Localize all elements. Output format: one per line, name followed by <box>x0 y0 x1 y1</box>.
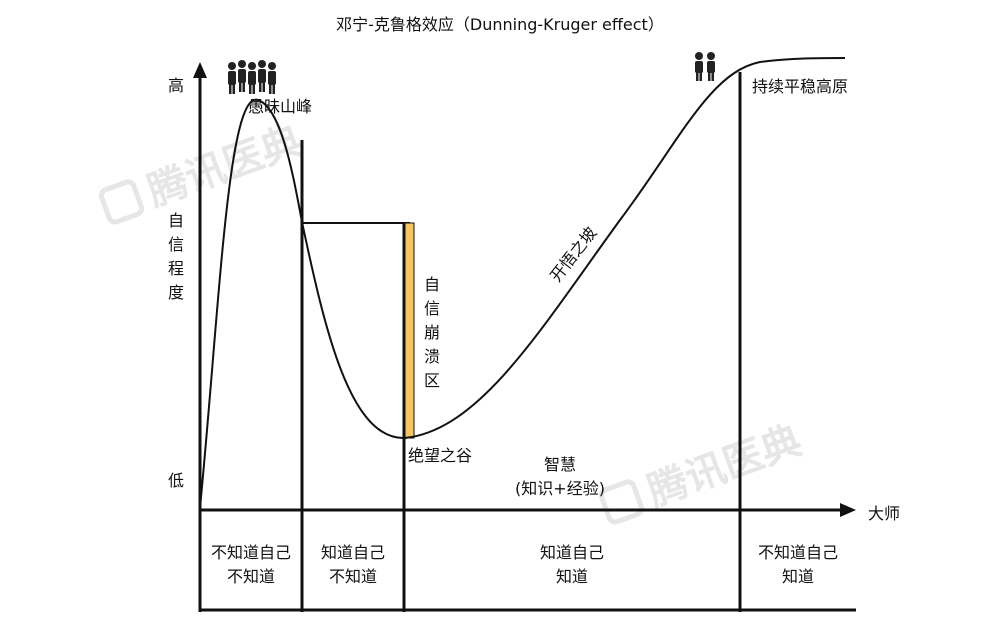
svg-text:知道: 知道 <box>556 567 588 586</box>
svg-text:不知道自己: 不知道自己 <box>758 543 838 562</box>
diagram-title: 邓宁-克鲁格效应（Dunning-Kruger effect） <box>336 15 664 34</box>
confidence-curve <box>199 57 846 509</box>
y-axis-arrow <box>193 62 207 78</box>
pair-people-icon <box>695 52 715 81</box>
y-axis-high-label: 高 <box>168 76 184 95</box>
plateau-label: 持续平稳高原 <box>752 77 848 96</box>
svg-text:腾讯医典: 腾讯医典 <box>142 118 308 216</box>
y-axis-title: 自 信 程 度 <box>168 211 184 302</box>
svg-text:区: 区 <box>424 371 440 390</box>
crowd-icon <box>228 60 276 94</box>
svg-text:信: 信 <box>424 299 440 318</box>
slope-label: 开悟之坡 <box>546 223 600 285</box>
y-axis-low-label: 低 <box>168 471 184 490</box>
svg-text:知道: 知道 <box>782 567 814 586</box>
watermark-right: 腾讯医典 <box>598 418 808 525</box>
stage-4: 不知道自己 知道 <box>758 543 838 586</box>
stage-3: 知道自己 知道 <box>540 543 604 586</box>
wisdom-label: 智慧 <box>544 455 576 474</box>
x-axis-arrow <box>840 503 856 517</box>
wisdom-sublabel: (知识+经验) <box>515 479 605 498</box>
peak-label: 愚昧山峰 <box>248 97 312 116</box>
stage-2: 知道自己 不知道 <box>321 543 385 586</box>
collapse-zone-bar <box>404 222 415 439</box>
x-axis-end-label: 大师 <box>868 504 900 523</box>
svg-text:度: 度 <box>168 283 184 302</box>
svg-text:不知道: 不知道 <box>227 567 275 586</box>
valley-label: 绝望之谷 <box>408 446 472 465</box>
stage-1: 不知道自己 不知道 <box>211 543 291 586</box>
svg-text:自: 自 <box>168 211 184 230</box>
svg-text:不知道自己: 不知道自己 <box>211 543 291 562</box>
svg-text:崩: 崩 <box>424 323 440 342</box>
svg-text:程: 程 <box>168 259 184 278</box>
svg-text:知道自己: 知道自己 <box>321 543 385 562</box>
svg-text:不知道: 不知道 <box>329 567 377 586</box>
collapse-zone-label: 自 信 崩 溃 区 <box>424 275 440 390</box>
svg-text:溃: 溃 <box>424 347 440 366</box>
watermark-left: 腾讯医典 <box>98 118 308 225</box>
svg-text:腾讯医典: 腾讯医典 <box>642 418 808 516</box>
svg-text:信: 信 <box>168 235 184 254</box>
svg-text:知道自己: 知道自己 <box>540 543 604 562</box>
svg-text:自: 自 <box>424 275 440 294</box>
